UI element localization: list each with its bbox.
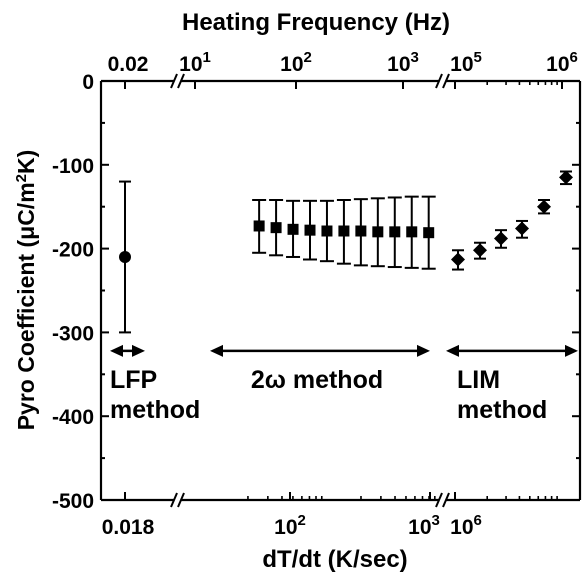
tick-base: 10 xyxy=(450,53,473,76)
tick-base: 10 xyxy=(179,53,202,76)
top-tick-label: 101 xyxy=(179,49,211,76)
lim-method-label: method xyxy=(457,396,547,424)
y-axis-title-end: K) xyxy=(13,150,39,174)
bottom-tick-label: 102 xyxy=(274,512,306,539)
y-tick-label: 0 xyxy=(82,71,94,94)
y-tick-label: -500 xyxy=(52,490,94,513)
lim-point xyxy=(537,199,551,214)
tick-exponent: 2 xyxy=(304,49,312,66)
tick-base: 10 xyxy=(280,53,303,76)
lim-arrow-head-left xyxy=(446,344,459,357)
y-axis-title-mu: μC/m xyxy=(13,182,39,240)
tick-base: 10 xyxy=(274,516,297,539)
method-range-arrows xyxy=(110,344,578,357)
lim-label: LIM xyxy=(457,366,500,394)
y-tick-label: -300 xyxy=(52,322,94,345)
lim-point xyxy=(473,243,487,258)
lim-point xyxy=(494,231,508,246)
bottom-tick-label: 106 xyxy=(450,512,482,539)
data-marks xyxy=(119,170,573,334)
tick-base: 10 xyxy=(408,516,431,539)
axis-break-gap xyxy=(174,76,181,86)
two-omega-arrow-head-right xyxy=(417,344,430,357)
lfp-label: LFP xyxy=(110,366,157,394)
two-omega-point xyxy=(372,226,384,238)
lfp-point xyxy=(119,250,131,263)
bottom-tick-label: 0.018 xyxy=(102,516,155,539)
axis-break-gap xyxy=(439,76,446,86)
top-tick-label: 105 xyxy=(450,49,482,76)
axis-break-slash xyxy=(170,492,178,508)
y-tick-label: -400 xyxy=(52,406,94,429)
two-omega-arrow-head-left xyxy=(210,344,223,357)
two-omega-point xyxy=(389,226,401,238)
top-tick-label: 106 xyxy=(546,49,578,76)
lfp-method-label: method xyxy=(110,396,200,424)
tick-exponent: 6 xyxy=(570,49,578,66)
two-omega-point xyxy=(253,220,265,232)
top-tick-label: 103 xyxy=(387,49,419,76)
two-omega-point xyxy=(355,225,367,237)
tick-base: 10 xyxy=(387,53,410,76)
axis-break-slash xyxy=(435,492,443,508)
axis-break-slash xyxy=(435,73,443,89)
lim-point xyxy=(451,252,465,267)
y-axis-title-sup: 2 xyxy=(13,174,30,182)
axis-break-gap xyxy=(174,495,181,505)
lfp-arrow-head-left xyxy=(110,344,123,357)
lfp-arrow-head-right xyxy=(132,344,145,357)
tick-exponent: 3 xyxy=(432,512,440,529)
tick-exponent: 5 xyxy=(474,49,482,66)
two-omega-point xyxy=(321,225,333,237)
plot-frame xyxy=(99,79,582,502)
lim-point xyxy=(559,170,573,185)
axis-break-slash xyxy=(177,492,185,508)
axis-break-slash xyxy=(442,492,450,508)
tick-base: 10 xyxy=(450,516,473,539)
two-omega-point xyxy=(338,225,350,237)
axis-break-slash xyxy=(177,73,185,89)
axis-break-markers xyxy=(170,73,450,508)
two-omega-point xyxy=(304,224,316,236)
tick-exponent: 6 xyxy=(474,512,482,529)
two-omega-point xyxy=(287,223,299,235)
bottom-axis-title: dT/dt (K/sec) xyxy=(262,546,407,573)
lim-point xyxy=(515,221,529,236)
bottom-tick-label: 103 xyxy=(408,512,440,539)
y-tick-label: -200 xyxy=(52,239,94,262)
two-omega-method-label: 2ω method xyxy=(251,366,383,394)
axis-break-slash xyxy=(442,73,450,89)
top-tick-label: 0.02 xyxy=(108,53,149,76)
tick-exponent: 3 xyxy=(411,49,419,66)
tick-exponent: 1 xyxy=(203,49,211,66)
tick-base: 10 xyxy=(546,53,569,76)
two-omega-point xyxy=(423,227,435,239)
top-axis-title: Heating Frequency (Hz) xyxy=(182,9,450,36)
two-omega-point xyxy=(406,226,418,238)
tick-exponent: 2 xyxy=(298,512,306,529)
top-tick-label: 102 xyxy=(280,49,312,76)
y-axis-title: Pyro Coefficient (μC/m2K) xyxy=(13,150,40,431)
axis-break-gap xyxy=(439,495,446,505)
two-omega-point xyxy=(270,222,282,234)
y-tick-label: -100 xyxy=(52,155,94,178)
lim-arrow-head-right xyxy=(565,344,578,357)
axis-break-slash xyxy=(170,73,178,89)
